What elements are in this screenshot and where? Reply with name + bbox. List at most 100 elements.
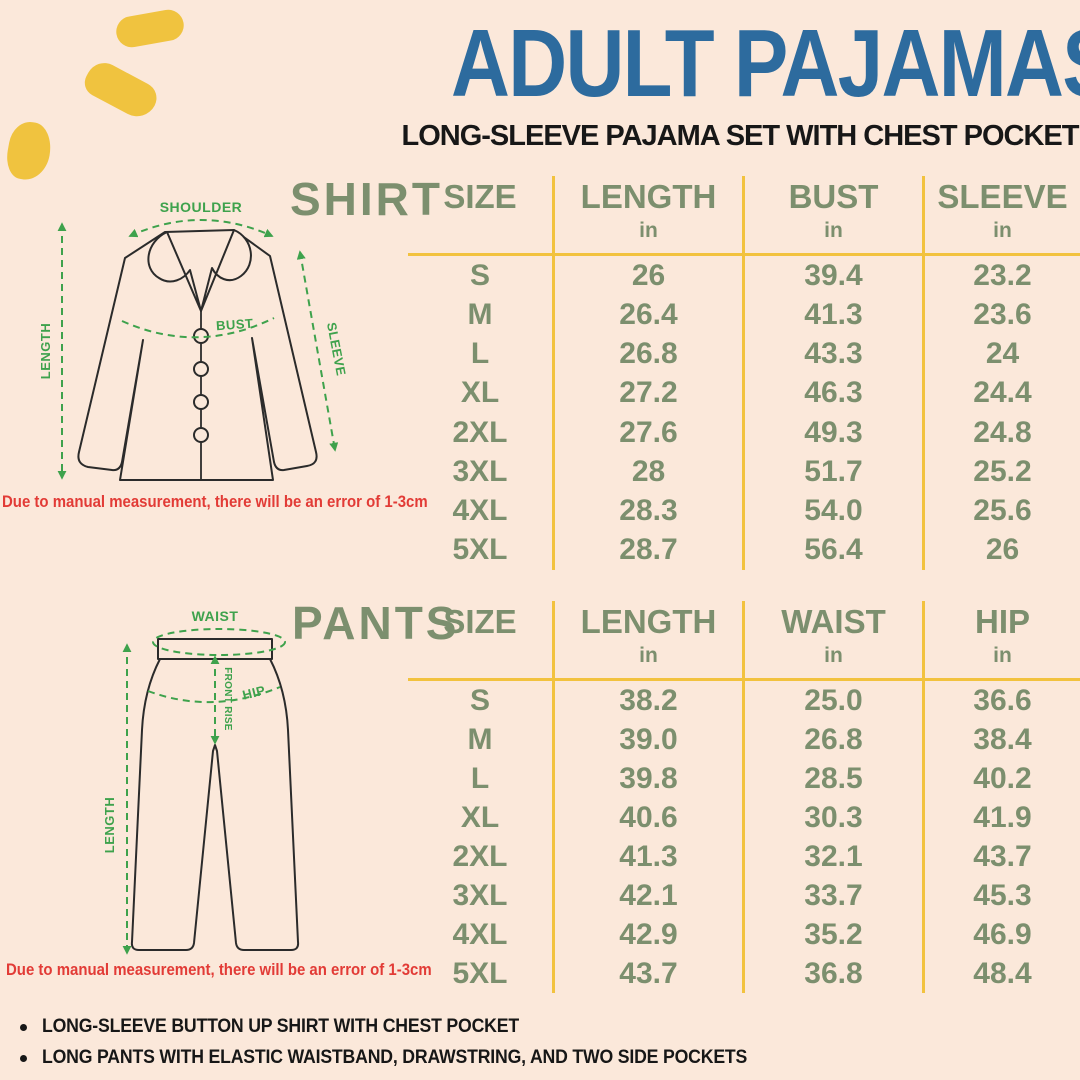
size-cell: XL xyxy=(460,376,500,410)
waist-cell: 26.8 xyxy=(742,720,922,759)
size-cell: S xyxy=(469,683,490,717)
size-cell: M xyxy=(467,722,493,756)
length-cell: 27.6 xyxy=(552,413,742,453)
bust-cell: 41.3 xyxy=(742,295,922,335)
sleeve-measure-line xyxy=(296,250,339,452)
feature-text: LONG PANTS WITH ELASTIC WAISTBAND, DRAWS… xyxy=(42,1047,748,1068)
column-header-hip: HIP in xyxy=(922,601,1080,681)
shoulder-measure-arc xyxy=(128,219,274,238)
size-cell: 3XL xyxy=(452,878,508,912)
size-cell: 2XL xyxy=(452,415,508,449)
shoulder-label: SHOULDER xyxy=(160,199,243,215)
size-cell: L xyxy=(470,337,490,371)
size-cell: 5XL xyxy=(452,956,508,990)
length-cell: 40.6 xyxy=(552,798,742,837)
sleeve-label: SLEEVE xyxy=(324,321,349,377)
column-header-length: LENGTH in xyxy=(552,601,742,681)
size-cell: 5XL xyxy=(452,533,508,567)
sleeve-cell: 23.6 xyxy=(922,295,1080,335)
front-rise-label: FRONT RISE xyxy=(222,667,233,731)
size-cell: 2XL xyxy=(452,839,508,873)
waist-cell: 36.8 xyxy=(742,954,922,993)
decorative-blob xyxy=(3,118,55,184)
column-header-size: SIZE xyxy=(408,601,552,681)
product-features: LONG-SLEEVE BUTTON UP SHIRT WITH CHEST P… xyxy=(20,1016,800,1078)
pants-section-label: PANTS xyxy=(292,597,460,649)
page-subtitle: LONG-SLEEVE PAJAMA SET WITH CHEST POCKET xyxy=(401,119,1080,152)
hip-measure-curve xyxy=(147,686,281,703)
sleeve-cell: 24 xyxy=(922,334,1080,374)
bullet-icon xyxy=(20,1023,27,1031)
size-cell: L xyxy=(470,761,490,795)
length-label: LENGTH xyxy=(38,323,53,379)
length-cell: 42.1 xyxy=(552,876,742,915)
column-header-waist: WAIST in xyxy=(742,601,922,681)
shirt-collar-right xyxy=(200,229,252,312)
sleeve-cell: 26 xyxy=(922,530,1080,570)
shirt-section-label: SHIRT xyxy=(290,173,443,225)
pants-diagram: WAIST FRONT RISE HIP LENGTH xyxy=(102,608,300,955)
size-cell: 4XL xyxy=(452,494,508,528)
shirt-diagram: SHOULDER LENGTH BUST SLEEVE xyxy=(38,199,349,481)
length-cell: 43.7 xyxy=(552,954,742,993)
size-cell: XL xyxy=(460,800,500,834)
page-title: ADULT PAJAMAS xyxy=(451,10,1080,117)
sleeve-cell: 24.4 xyxy=(922,373,1080,413)
hip-cell: 46.9 xyxy=(922,915,1080,954)
pants-measurement-note: Due to manual measurement, there will be… xyxy=(6,960,432,979)
waist-cell: 35.2 xyxy=(742,915,922,954)
bust-cell: 51.7 xyxy=(742,452,922,492)
feature-text: LONG-SLEEVE BUTTON UP SHIRT WITH CHEST P… xyxy=(42,1016,519,1037)
pants-waistband xyxy=(157,638,273,660)
waist-label: WAIST xyxy=(192,608,239,624)
sleeve-cell: 25.2 xyxy=(922,452,1080,492)
column-header-size: SIZE xyxy=(408,176,552,256)
length-cell: 39.8 xyxy=(552,759,742,798)
hip-cell: 40.2 xyxy=(922,759,1080,798)
size-cell: S xyxy=(469,258,490,292)
length-cell: 26.8 xyxy=(552,334,742,374)
hip-label: HIP xyxy=(241,683,267,703)
decorative-blob xyxy=(113,7,187,50)
bust-cell: 43.3 xyxy=(742,334,922,374)
shirt-button xyxy=(193,361,209,377)
hip-cell: 45.3 xyxy=(922,876,1080,915)
decorative-blob xyxy=(79,56,163,124)
length-label: LENGTH xyxy=(102,797,117,853)
length-cell: 39.0 xyxy=(552,720,742,759)
pants-outline xyxy=(130,658,300,951)
sleeve-cell: 24.8 xyxy=(922,413,1080,453)
length-cell: 28.7 xyxy=(552,530,742,570)
column-header-bust: BUST in xyxy=(742,176,922,256)
waist-cell: 25.0 xyxy=(742,681,922,720)
length-cell: 28 xyxy=(552,452,742,492)
bust-cell: 39.4 xyxy=(742,256,922,296)
waist-cell: 32.1 xyxy=(742,837,922,876)
hip-cell: 41.9 xyxy=(922,798,1080,837)
hip-cell: 48.4 xyxy=(922,954,1080,993)
size-cell: M xyxy=(467,297,493,331)
length-cell: 41.3 xyxy=(552,837,742,876)
bust-cell: 56.4 xyxy=(742,530,922,570)
feature-item: LONG PANTS WITH ELASTIC WAISTBAND, DRAWS… xyxy=(20,1047,800,1069)
column-header-sleeve: SLEEVE in xyxy=(922,176,1080,256)
sleeve-cell: 25.6 xyxy=(922,491,1080,531)
size-cell: 4XL xyxy=(452,917,508,951)
shirt-size-table: SIZE LENGTH in BUST in SLEEVE in S 26 39.4 … xyxy=(408,176,1080,570)
waist-cell: 33.7 xyxy=(742,876,922,915)
length-cell: 27.2 xyxy=(552,373,742,413)
shirt-button xyxy=(193,427,209,443)
sleeve-cell: 23.2 xyxy=(922,256,1080,296)
length-cell: 38.2 xyxy=(552,681,742,720)
shirt-outline xyxy=(77,229,318,481)
header: ADULT PAJAMAS LONG-SLEEVE PAJAMA SET WIT… xyxy=(400,12,1080,153)
hip-cell: 43.7 xyxy=(922,837,1080,876)
shirt-button xyxy=(193,394,209,410)
pants-size-table: SIZE LENGTH in WAIST in HIP in S 38.2 25.0 … xyxy=(408,601,1080,993)
bullet-icon xyxy=(20,1054,27,1062)
bust-cell: 49.3 xyxy=(742,413,922,453)
waist-cell: 28.5 xyxy=(742,759,922,798)
size-cell: 3XL xyxy=(452,454,508,488)
shirt-collar-left xyxy=(147,231,202,312)
length-cell: 28.3 xyxy=(552,491,742,531)
